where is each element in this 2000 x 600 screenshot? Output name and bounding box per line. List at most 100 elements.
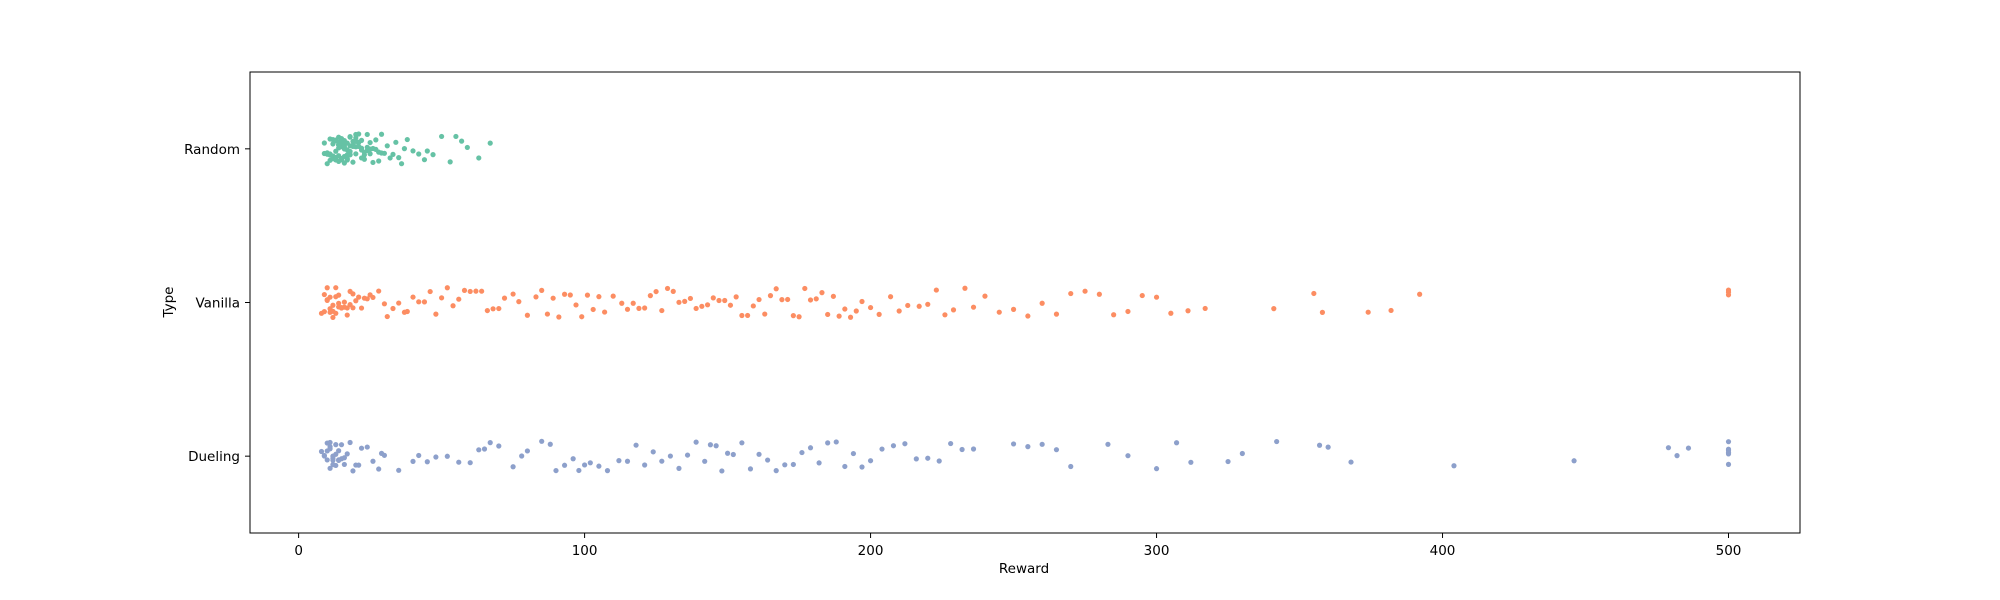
point-dueling	[356, 462, 362, 468]
point-vanilla	[1271, 306, 1277, 312]
point-random	[393, 139, 399, 145]
point-vanilla	[842, 306, 848, 312]
point-vanilla	[779, 297, 785, 303]
point-dueling	[424, 459, 430, 465]
point-vanilla	[767, 293, 774, 299]
point-random	[364, 131, 370, 138]
point-vanilla	[567, 292, 573, 298]
point-vanilla	[1082, 288, 1088, 294]
point-dueling	[816, 460, 822, 466]
point-vanilla	[624, 306, 631, 312]
x-tick-label: 300	[1144, 543, 1170, 559]
point-dueling	[336, 448, 342, 454]
point-vanilla	[473, 288, 479, 294]
point-random	[367, 139, 373, 146]
point-dueling	[1665, 445, 1672, 451]
point-vanilla	[321, 291, 327, 298]
point-vanilla	[916, 303, 922, 309]
point-vanilla	[439, 295, 445, 301]
point-dueling	[925, 455, 931, 461]
point-dueling	[327, 439, 333, 446]
point-vanilla	[1202, 305, 1208, 312]
point-vanilla	[1319, 309, 1326, 315]
point-vanilla	[364, 296, 370, 302]
point-random	[347, 152, 353, 158]
point-dueling	[676, 465, 682, 471]
point-vanilla	[444, 285, 450, 291]
point-vanilla	[602, 309, 608, 315]
point-vanilla	[370, 294, 376, 301]
point-vanilla	[630, 300, 636, 306]
point-dueling	[642, 462, 648, 468]
point-vanilla	[676, 299, 682, 305]
point-vanilla	[404, 308, 410, 315]
point-vanilla	[727, 302, 734, 308]
point-vanilla	[1096, 291, 1102, 297]
y-tick-label-random: Random	[184, 142, 240, 158]
point-dueling	[724, 450, 731, 456]
point-dueling	[730, 451, 736, 458]
point-dueling	[410, 458, 416, 464]
point-dueling	[519, 453, 525, 459]
point-vanilla	[550, 295, 556, 301]
point-dueling	[364, 444, 370, 450]
point-dueling	[456, 459, 462, 465]
point-dueling	[1571, 458, 1577, 464]
point-vanilla	[561, 291, 568, 297]
point-dueling	[487, 440, 493, 446]
point-vanilla	[396, 300, 402, 306]
point-vanilla	[962, 285, 968, 291]
point-dueling	[347, 439, 353, 446]
point-dueling	[561, 462, 568, 468]
point-dueling	[782, 462, 788, 468]
point-dueling	[959, 446, 965, 453]
point-dueling	[481, 446, 488, 452]
point-vanilla	[647, 293, 653, 299]
point-dueling	[765, 457, 771, 463]
point-vanilla	[461, 287, 468, 294]
point-vanilla	[584, 292, 591, 298]
point-dueling	[667, 453, 673, 459]
point-dueling	[1068, 463, 1074, 470]
point-dueling	[327, 465, 333, 471]
x-tick-label: 500	[1716, 543, 1742, 559]
point-vanilla	[825, 311, 831, 318]
point-random	[398, 161, 405, 167]
point-vanilla	[836, 313, 842, 319]
point-vanilla	[510, 291, 516, 297]
point-vanilla	[896, 308, 902, 314]
point-random	[421, 157, 428, 163]
plot-frame	[249, 71, 1801, 534]
point-dueling	[333, 442, 339, 448]
point-dueling	[913, 456, 919, 462]
point-random	[439, 133, 445, 140]
point-dueling	[713, 443, 719, 449]
point-vanilla	[762, 311, 768, 317]
point-random	[350, 159, 356, 165]
point-vanilla	[813, 296, 819, 302]
point-dueling	[581, 462, 588, 468]
point-dueling	[570, 456, 576, 462]
point-random	[387, 155, 393, 161]
point-dueling	[327, 446, 333, 452]
point-random	[396, 155, 402, 161]
point-vanilla	[496, 305, 502, 312]
point-dueling	[684, 452, 691, 458]
point-dueling	[702, 458, 708, 464]
point-vanilla	[670, 288, 676, 294]
point-random	[378, 131, 385, 137]
point-dueling	[539, 438, 545, 444]
point-dueling	[1225, 458, 1231, 465]
point-dueling	[587, 460, 593, 466]
point-dueling	[433, 454, 439, 460]
point-dueling	[344, 451, 350, 457]
point-vanilla	[699, 303, 705, 309]
point-dueling	[859, 464, 865, 470]
point-vanilla	[324, 285, 330, 291]
point-dueling	[1725, 461, 1732, 467]
point-vanilla	[327, 294, 333, 300]
point-vanilla	[739, 312, 745, 319]
point-dueling	[650, 449, 656, 455]
point-vanilla	[1039, 300, 1045, 306]
point-vanilla	[1388, 307, 1394, 314]
